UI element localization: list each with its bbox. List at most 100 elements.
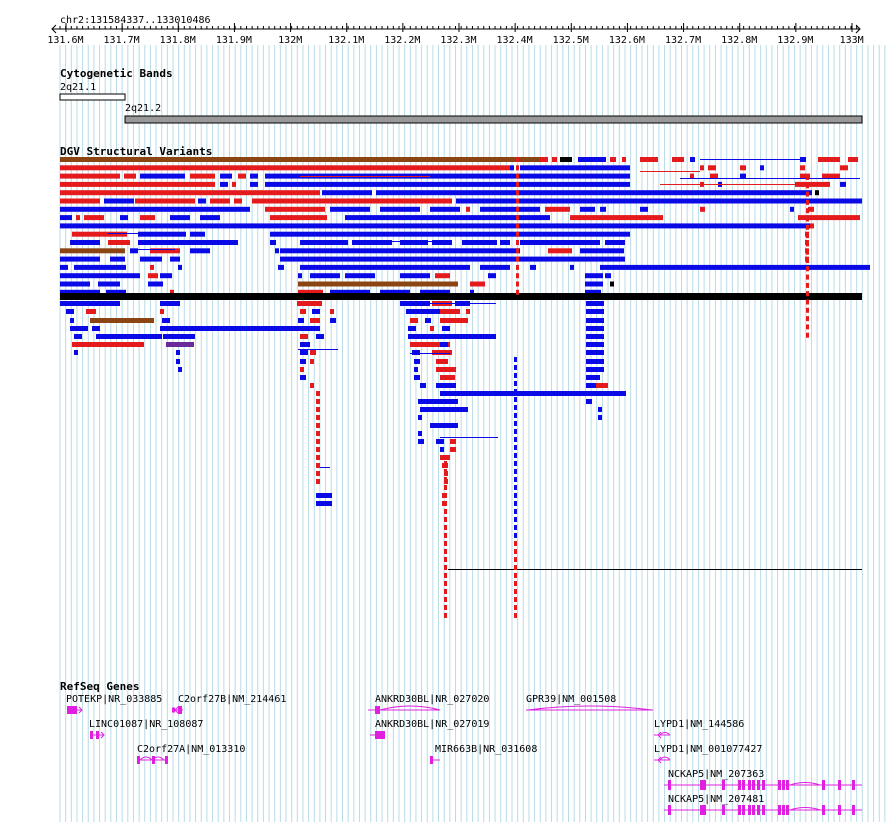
sv-variant [514,421,517,426]
sv-variant [840,165,848,171]
sv-variant [220,173,232,179]
sv-variant [316,415,320,420]
ruler-tick-label: 132M [278,35,303,46]
sv-variant [444,557,447,562]
sv-variant [516,289,519,295]
sv-variant [585,289,601,295]
gene-label-linc01087[interactable]: LINC01087|NR_108087 [89,719,204,730]
sv-variant [514,437,517,442]
refseq-track[interactable] [0,692,890,822]
band-2q21-2 [124,115,863,124]
sv-variant [444,573,447,578]
sv-variant [514,477,517,482]
sv-variant [514,365,517,370]
gene-exon [782,805,785,815]
sv-variant [798,215,860,221]
sv-variant [210,198,230,204]
sv-variant [418,431,422,436]
sv-variant [297,301,322,306]
position-ruler[interactable] [0,20,890,70]
sv-variant [848,157,858,162]
gene-strand-arrow [657,756,662,764]
sv-variant [516,273,519,279]
sv-variant [232,181,236,187]
sv-variant [406,309,446,314]
sv-variant [420,289,450,295]
gene-exon [67,706,77,714]
sv-variant [414,359,420,364]
sv-variant [316,493,332,498]
sv-variant [514,461,517,466]
sv-variant [178,367,182,372]
sv-variant [444,549,447,554]
sv-variant [60,223,810,229]
cytoband-track[interactable] [0,90,890,130]
gene-exon [90,731,93,739]
sv-variant [598,407,602,412]
sv-variant [412,350,420,355]
sv-variant [806,216,809,222]
sv-variant [800,157,806,162]
sv-variant [610,281,614,287]
gene-label-c2orf27a[interactable]: C2orf27A|NM_013310 [137,744,246,755]
dgv-track[interactable] [0,155,890,655]
sv-variant [104,198,134,204]
sv-variant [300,342,310,347]
sv-variant [516,231,519,237]
gene-label-nckap5-1[interactable]: NCKAP5|NM_207363 [668,769,765,780]
ruler-tick-label: 132.1M [328,35,365,46]
sv-variant [456,198,862,204]
sv-variant [66,309,74,314]
gene-label-mir663b[interactable]: MIR663B|NR_031608 [435,744,538,755]
sv-variant [190,231,205,237]
gene-exon [838,805,841,815]
sv-variant [316,455,320,460]
gene-exon [700,780,706,790]
sv-variant [444,533,447,538]
sv-variant [480,206,540,212]
sv-variant [586,301,604,306]
gene-label-nckap5-2[interactable]: NCKAP5|NM_207481 [668,794,765,805]
gene-exon [757,805,760,815]
gene-label-gpr39[interactable]: GPR39|NM_001508 [526,694,617,705]
gene-exon [96,731,99,739]
sv-variant [90,318,154,323]
sv-variant [316,447,320,452]
sv-variant [470,289,474,295]
sv-variant [470,281,485,287]
gene-exon [778,780,781,790]
sv-variant [450,447,456,452]
sv-variant [596,383,608,388]
sv-variant [586,342,604,347]
sv-variant [806,291,809,297]
sv-variant [310,359,314,364]
sv-variant [316,334,324,339]
sv-variant [430,206,460,212]
sv-variant [514,581,517,586]
sv-variant [444,605,447,610]
gene-intron [789,782,821,786]
gene-label-potekp[interactable]: POTEKP|NR_033885 [66,694,163,705]
sv-variant [200,215,220,221]
sv-variant [60,264,68,270]
gene-label-lypd1-1[interactable]: LYPD1|NM_144586 [654,719,745,730]
sv-variant [330,206,370,212]
ruler-tick-label: 132.2M [384,35,421,46]
sv-variant [600,206,606,212]
sv-variant [322,190,372,196]
gene-label-ankrd30bl-2[interactable]: ANKRD30BL|NR_027019 [375,719,490,730]
sv-variant [640,206,648,212]
sv-variant [462,240,497,245]
gene-label-c2orf27b[interactable]: C2orf27B|NM_214461 [178,694,287,705]
sv-variant [316,431,320,436]
sv-variant [806,332,809,338]
sv-variant [300,309,306,314]
sv-variant [124,173,136,179]
gene-label-lypd1-2[interactable]: LYPD1|NM_001077427 [654,744,763,755]
sv-variant [586,350,604,355]
gene-exon [757,780,760,790]
gene-exon [172,707,175,713]
gene-label-ankrd30bl-1[interactable]: ANKRD30BL|NR_027020 [375,694,490,705]
sv-variant [514,389,517,394]
sv-variant [60,301,120,306]
